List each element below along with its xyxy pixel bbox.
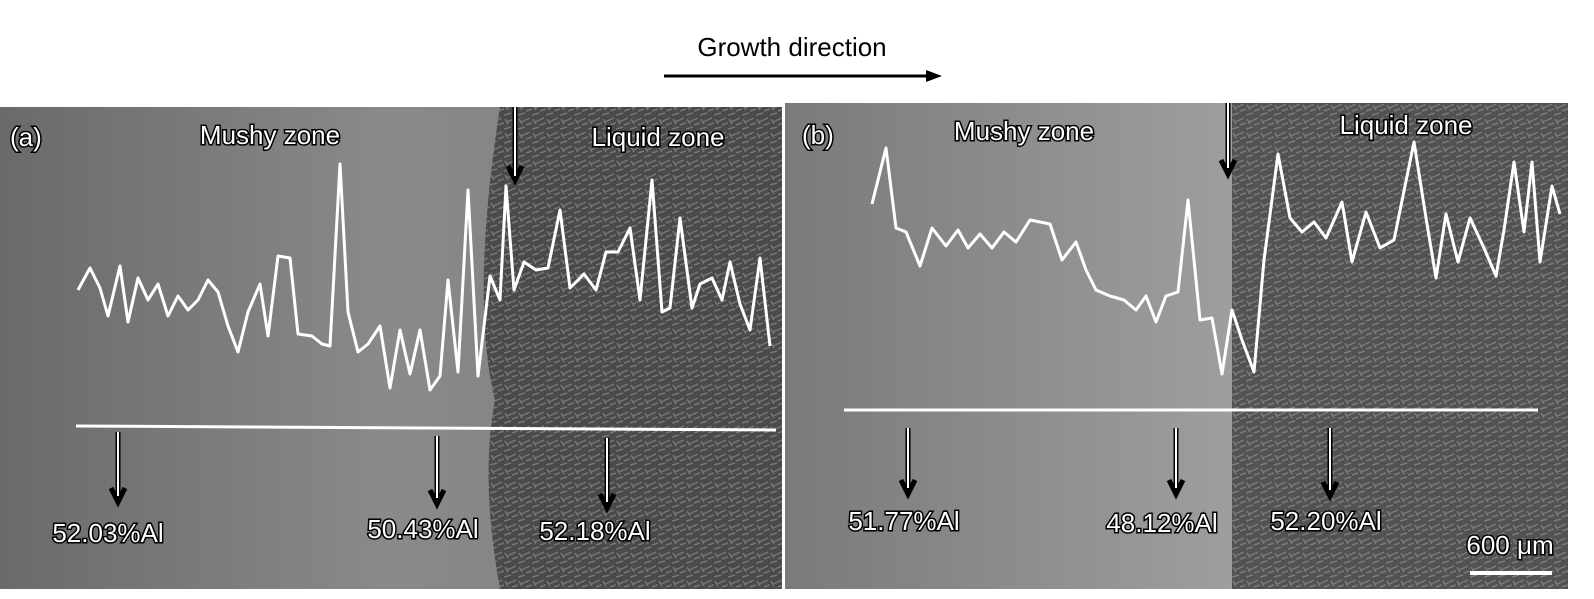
growth-arrow-head bbox=[926, 70, 942, 82]
zone-label: Mushy zone bbox=[200, 120, 340, 150]
zone-label: Mushy zone bbox=[954, 116, 1094, 146]
liquid-region bbox=[483, 107, 782, 589]
panel-label: (b) bbox=[802, 120, 834, 150]
panel-label: (a) bbox=[10, 122, 42, 152]
composition-label: 51.77%Al bbox=[848, 506, 959, 536]
zone-label: Liquid zone bbox=[592, 122, 725, 152]
panel-b: (b) Mushy zone Liquid zone 51.77%Al 48.1… bbox=[785, 103, 1568, 589]
arrows bbox=[898, 103, 1340, 502]
composition-label: 52.03%Al bbox=[52, 518, 163, 548]
figure-title: Growth direction bbox=[697, 32, 886, 62]
zone-label: Liquid zone bbox=[1340, 110, 1473, 140]
composition-label: 52.18%Al bbox=[539, 516, 650, 546]
arrows bbox=[108, 107, 617, 514]
composition-label: 50.43%Al bbox=[367, 514, 478, 544]
scan-line bbox=[75, 424, 777, 432]
composition-label: 52.20%Al bbox=[1270, 506, 1381, 536]
composition-profile bbox=[870, 140, 1562, 376]
scale-bar-label: 600 μm bbox=[1466, 530, 1553, 560]
composition-profile bbox=[76, 162, 772, 392]
panel-a: (a) Mushy zone Liquid zone 52.03%Al 50.4… bbox=[0, 107, 782, 589]
composition-label: 48.12%Al bbox=[1106, 508, 1217, 538]
